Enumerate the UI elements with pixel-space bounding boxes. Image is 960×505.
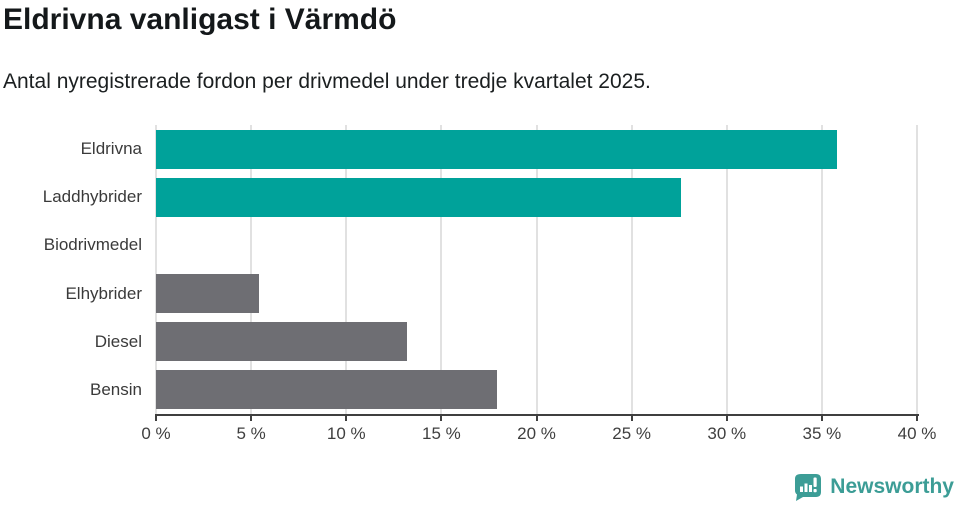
x-axis-tick	[630, 416, 633, 421]
x-axis-tick	[345, 416, 348, 421]
x-axis	[155, 414, 919, 426]
x-axis-tick-label: 0 %	[141, 424, 171, 443]
bar-row	[156, 173, 917, 221]
x-axis-tick-label: 5 %	[236, 424, 266, 443]
plot-area	[155, 125, 918, 414]
bar-elhybrider	[156, 274, 259, 314]
gridline	[630, 125, 633, 414]
x-axis-tick-label: 35 %	[802, 424, 842, 443]
x-axis-tick-label: 10 %	[326, 424, 366, 443]
category-label: Laddhybrider	[42, 187, 142, 207]
bar-laddhybrider	[156, 177, 682, 217]
x-axis-tick-labels: 0 % 5 % 10 % 15 % 20 % 25 % 30 % 35 % 40 %	[141, 424, 936, 448]
gridline	[725, 125, 728, 414]
x-axis-tick	[440, 416, 443, 421]
bar-diesel	[156, 322, 408, 362]
x-axis-tick	[725, 416, 728, 421]
x-axis-tick-label: 30 %	[707, 424, 747, 443]
x-axis-tick	[535, 416, 538, 421]
x-axis-tick	[820, 416, 823, 421]
x-axis-tick-label: 25 %	[612, 424, 651, 443]
bar-row	[156, 270, 917, 318]
category-label: Bensin	[90, 379, 142, 399]
category-label: Biodrivmedel	[43, 235, 142, 255]
gridline	[345, 125, 348, 414]
bar-row	[156, 366, 917, 414]
bar-eldrivna	[156, 129, 838, 169]
bar-row	[156, 125, 917, 173]
bar-row	[156, 221, 917, 269]
x-axis-tick	[155, 416, 157, 421]
gridline	[250, 125, 253, 414]
category-label: Diesel	[94, 331, 142, 351]
x-axis-tick	[250, 416, 253, 421]
newsworthy-logo-icon	[795, 473, 822, 501]
gridline	[820, 125, 823, 414]
bars	[156, 125, 917, 414]
x-axis-tick	[916, 416, 918, 421]
bar-bensin	[156, 370, 497, 410]
x-axis-tick-label: 40 %	[897, 424, 937, 443]
newsworthy-branding: Newsworthy	[794, 472, 954, 502]
bar-row	[156, 318, 917, 366]
category-label: Elhybrider	[65, 283, 142, 303]
gridline	[916, 125, 918, 414]
chart-subtitle: Antal nyregistrerade fordon per drivmede…	[3, 70, 651, 93]
x-axis-line	[155, 414, 919, 416]
chart-title: Eldrivna vanligast i Värmdö	[3, 3, 397, 36]
gridline	[535, 125, 538, 414]
gridline	[155, 125, 157, 414]
x-axis-tick-label: 20 %	[517, 424, 556, 443]
x-axis-tick-label: 15 %	[422, 424, 461, 443]
gridline	[440, 125, 443, 414]
newsworthy-logo-text: Newsworthy	[830, 474, 954, 498]
category-label: Eldrivna	[80, 139, 142, 159]
category-axis: Eldrivna Laddhybrider Biodrivmedel Elhybrid…	[0, 125, 142, 414]
